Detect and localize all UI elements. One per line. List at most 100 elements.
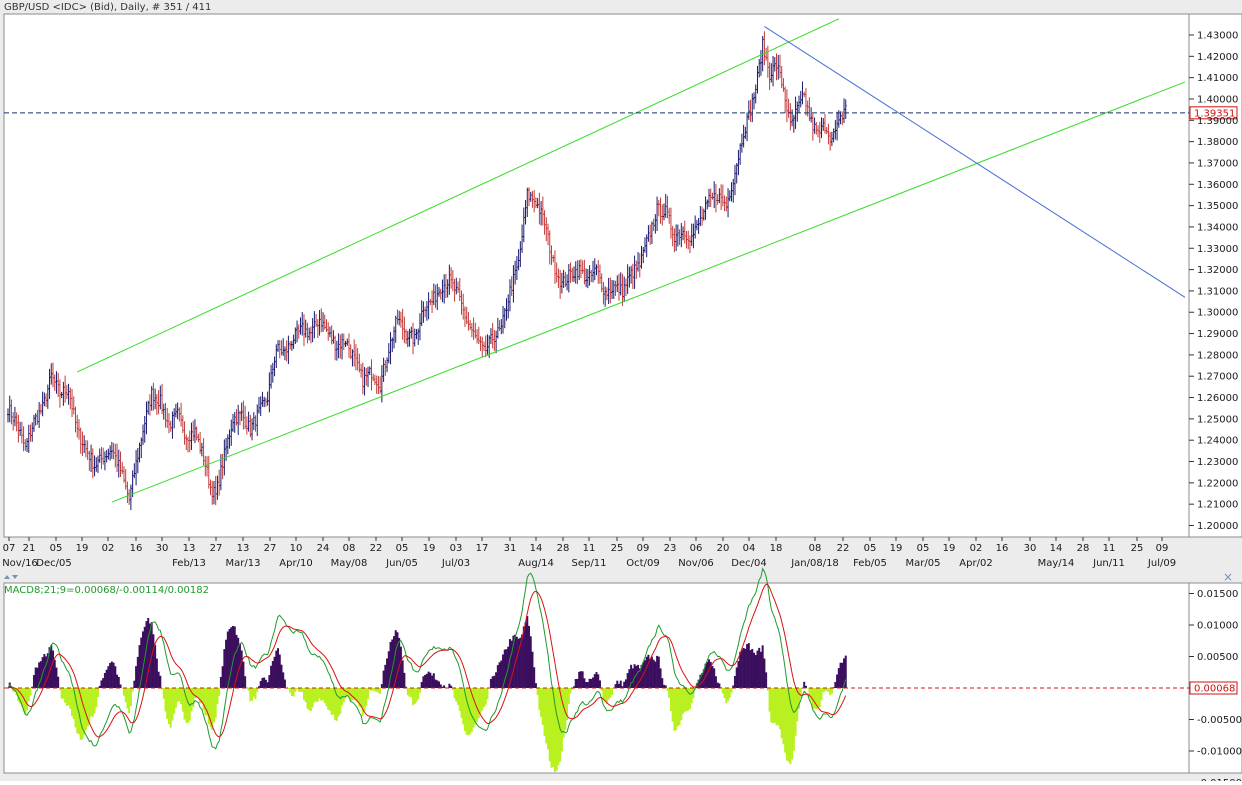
histogram-bar: [583, 678, 586, 688]
histogram-bar: [657, 656, 660, 688]
histogram-bar: [737, 661, 740, 688]
histogram-bar: [791, 688, 794, 760]
histogram-bar: [579, 671, 582, 688]
histogram-bar: [431, 675, 434, 688]
histogram-bar: [43, 654, 46, 688]
histogram-bar: [740, 649, 743, 688]
histogram-bar: [574, 679, 577, 688]
histogram-bar: [521, 634, 524, 688]
histogram-bar: [508, 639, 511, 688]
histogram-bar: [753, 652, 756, 688]
histogram-bar: [652, 659, 655, 688]
histogram-bar: [55, 667, 58, 688]
histogram-bar: [135, 666, 138, 688]
date-tick-label: 14: [530, 543, 543, 554]
histogram-bar: [88, 688, 91, 725]
histogram-bar: [266, 682, 269, 688]
date-tick-label: 22: [370, 543, 383, 554]
histogram-bar: [19, 688, 22, 704]
histogram-bar: [176, 688, 179, 703]
histogram-bar: [451, 688, 454, 691]
histogram-bar: [405, 686, 408, 688]
histogram-bar: [780, 688, 783, 739]
main-price-axis[interactable]: [1188, 13, 1242, 538]
histogram-bar: [22, 688, 25, 712]
histogram-bar: [330, 688, 333, 715]
histogram-bar: [190, 688, 193, 712]
histogram-bar: [688, 688, 691, 709]
price-tick-label: 1.22000: [1197, 478, 1238, 489]
histogram-bar: [536, 688, 539, 696]
histogram-bar: [100, 680, 103, 688]
histogram-bar: [192, 688, 195, 707]
histogram-bar: [58, 688, 61, 691]
histogram-bar: [493, 675, 496, 688]
histogram-bar: [124, 688, 127, 703]
histogram-bar: [623, 681, 626, 688]
histogram-bar: [367, 688, 370, 699]
histogram-bar: [789, 688, 792, 765]
histogram-bar: [223, 649, 226, 688]
histogram-bar: [443, 685, 446, 688]
histogram-bar: [841, 662, 844, 688]
histogram-bar: [313, 688, 316, 703]
histogram-bar: [666, 688, 669, 692]
date-tick-label: 02: [102, 543, 115, 554]
downtrend-line[interactable]: [764, 26, 1186, 298]
histogram-bar: [344, 688, 347, 699]
histogram-bar: [439, 684, 442, 688]
histogram-bar: [382, 670, 385, 688]
histogram-bar: [463, 688, 466, 731]
close-pane-icon[interactable]: ×: [1223, 570, 1233, 584]
date-tick-label: 16: [996, 543, 1009, 554]
histogram-bar: [107, 666, 110, 688]
histogram-bar: [747, 643, 750, 688]
histogram-bar: [67, 688, 70, 706]
histogram-bar: [450, 685, 453, 688]
histogram-bar: [766, 688, 769, 691]
price-tick-label: 1.39000: [1197, 116, 1238, 127]
channel-upper-line[interactable]: [77, 18, 840, 373]
histogram-bar: [441, 686, 444, 688]
date-tick-label: 25: [1131, 543, 1144, 554]
collapse-up-icon[interactable]: [4, 575, 10, 579]
histogram-bar: [611, 688, 614, 695]
histogram-bar: [618, 683, 621, 688]
histogram-bar: [808, 688, 811, 698]
date-tick-label: 27: [210, 543, 223, 554]
histogram-bar: [538, 688, 541, 710]
pane-splitter[interactable]: ×: [4, 570, 1233, 584]
histogram-bar: [268, 675, 271, 688]
histogram-bar: [275, 650, 278, 688]
collapse-down-icon[interactable]: [12, 575, 18, 579]
histogram-bar: [138, 645, 141, 688]
histogram-bar: [216, 688, 219, 705]
histogram-bar: [26, 688, 29, 711]
histogram-bar: [181, 688, 184, 712]
date-tick-label: 25: [611, 543, 624, 554]
month-label: Jun/11: [1092, 558, 1125, 569]
macd-tick-label: 0.00500: [1197, 652, 1238, 663]
histogram-bar: [328, 688, 331, 711]
date-tick-label: 10: [290, 543, 303, 554]
month-label: May/08: [331, 558, 368, 569]
histogram-bar: [211, 688, 214, 731]
channel-lower-line[interactable]: [111, 81, 1186, 503]
histogram-bar: [242, 661, 245, 688]
macd-value-axis[interactable]: [1188, 582, 1242, 774]
histogram-bar: [173, 688, 176, 714]
histogram-bar: [643, 660, 646, 688]
histogram-bar: [15, 688, 18, 696]
histogram-bar: [502, 654, 505, 688]
histogram-bar: [280, 664, 283, 688]
histogram-bar: [746, 644, 749, 688]
histogram-bar: [811, 688, 814, 709]
histogram-bar: [122, 688, 125, 696]
histogram-bar: [401, 660, 404, 688]
histogram-bar: [117, 676, 120, 688]
date-tick-label: 08: [343, 543, 356, 554]
histogram-bar: [476, 688, 479, 722]
histogram-bar: [541, 688, 544, 725]
histogram-bar: [798, 688, 801, 709]
